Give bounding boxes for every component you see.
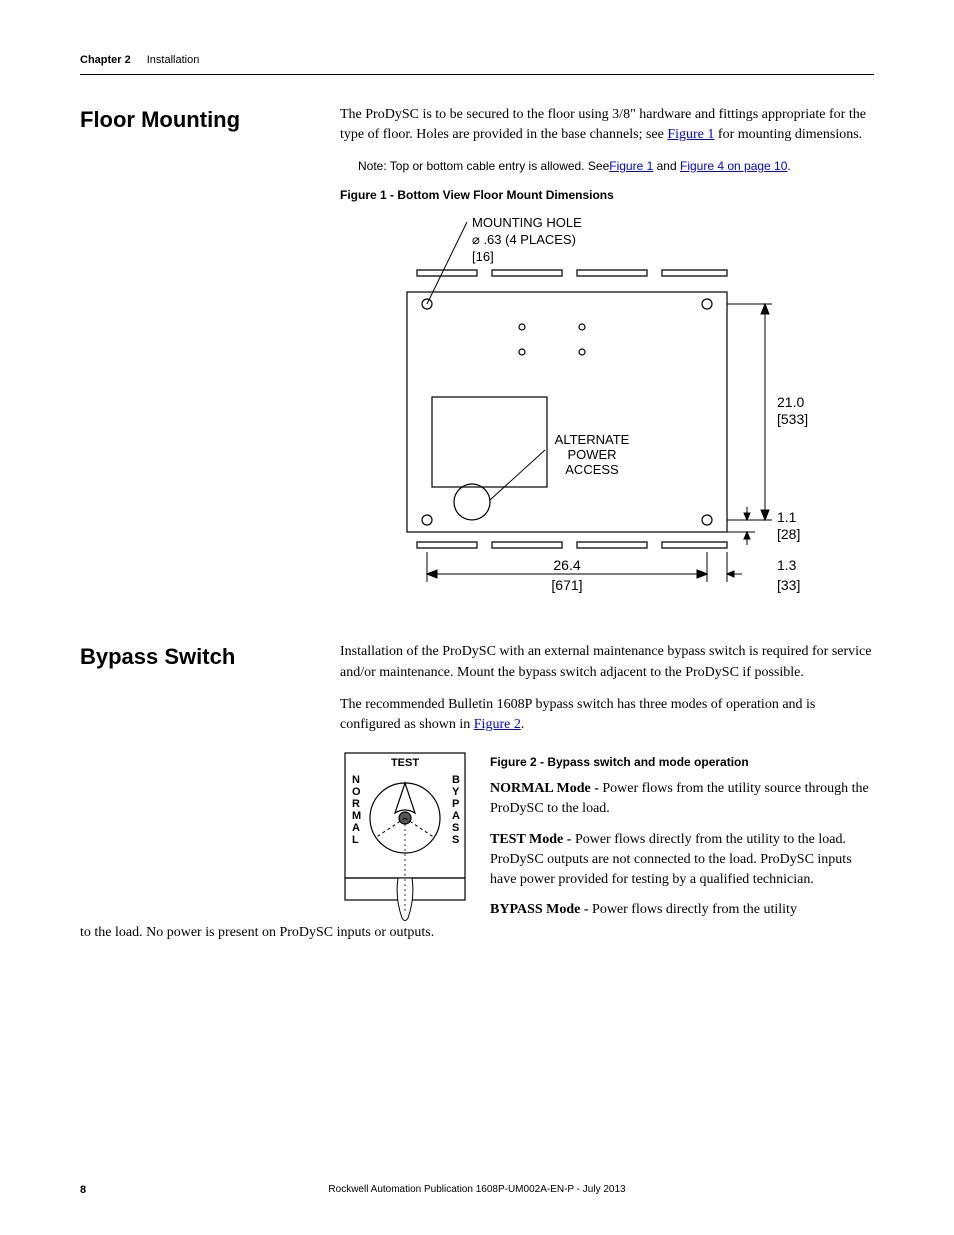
note-pre: Note: Top or bottom cable entry is allow… — [358, 159, 609, 173]
figure2-caption: Figure 2 - Bypass switch and mode operat… — [490, 754, 874, 771]
svg-text:O: O — [352, 786, 361, 798]
page-number: 8 — [80, 1184, 86, 1196]
svg-text:L: L — [352, 834, 359, 846]
svg-text:N: N — [352, 774, 360, 786]
chapter-label: Chapter 2 — [80, 54, 131, 66]
label-16mm: [16] — [472, 249, 494, 264]
figure1-caption: Figure 1 - Bottom View Floor Mount Dimen… — [340, 187, 874, 204]
page-footer: 8 Rockwell Automation Publication 1608P-… — [80, 1184, 874, 1195]
mode-bypass-b: to the load. No power is present on ProD… — [80, 923, 874, 943]
figure2-row: TEST N O R M A L B Y P A S S — [340, 748, 874, 923]
dim-13-mm: [33] — [777, 577, 800, 593]
heading-bypass-switch: Bypass Switch — [80, 642, 340, 952]
dim-height: 21.0 — [777, 394, 804, 410]
svg-text:S: S — [452, 822, 459, 834]
mode-bypass-a: BYPASS Mode - Power flows directly from … — [490, 900, 874, 920]
mode-test: TEST Mode - Power flows directly from th… — [490, 830, 874, 891]
switch-label-test: TEST — [391, 757, 419, 769]
svg-text:P: P — [452, 798, 459, 810]
para-floor-mounting: The ProDySC is to be secured to the floo… — [340, 105, 874, 146]
svg-text:R: R — [352, 798, 360, 810]
label-alternate1: ALTERNATE — [555, 432, 630, 447]
dim-13: 1.3 — [777, 557, 797, 573]
body-floor-mounting: The ProDySC is to be secured to the floo… — [340, 105, 874, 602]
svg-text:A: A — [452, 810, 460, 822]
body-bypass-switch: Installation of the ProDySC with an exte… — [340, 642, 874, 952]
svg-text:B: B — [452, 774, 460, 786]
publication-info: Rockwell Automation Publication 1608P-UM… — [328, 1184, 625, 1195]
dim-width-mm: [671] — [551, 577, 582, 593]
figure1-diagram: MOUNTING HOLE ⌀ .63 (4 PLACES) [16] — [377, 212, 837, 602]
link-figure2[interactable]: Figure 2 — [474, 717, 521, 732]
para2-pre: The recommended Bulletin 1608P bypass sw… — [340, 697, 815, 732]
label-alternate2: POWER — [567, 447, 616, 462]
dim-11: 1.1 — [777, 509, 797, 525]
link-figure1[interactable]: Figure 1 — [667, 127, 714, 142]
svg-text:A: A — [352, 822, 360, 834]
label-alternate3: ACCESS — [565, 462, 619, 477]
dim-11-mm: [28] — [777, 526, 800, 542]
mode-normal: NORMAL Mode - Power flows from the utili… — [490, 779, 874, 820]
note-post: . — [787, 159, 790, 173]
section-bypass-switch: Bypass Switch Installation of the ProDyS… — [80, 642, 874, 952]
link-figure4[interactable]: Figure 4 on page 10 — [680, 159, 787, 173]
chapter-title: Installation — [147, 54, 200, 66]
link-figure1-note[interactable]: Figure 1 — [609, 159, 653, 173]
para-post: for mounting dimensions. — [714, 127, 862, 142]
mode-normal-label: NORMAL Mode - — [490, 781, 602, 796]
svg-text:S: S — [452, 834, 459, 846]
dim-height-mm: [533] — [777, 411, 808, 427]
label-mounting-hole: MOUNTING HOLE — [472, 215, 582, 230]
para-bypass-2: The recommended Bulletin 1608P bypass sw… — [340, 695, 874, 736]
mode-test-label: TEST Mode - — [490, 832, 575, 847]
page-header: Chapter 2 Installation — [80, 50, 874, 75]
figure2-text-col: Figure 2 - Bypass switch and mode operat… — [490, 748, 874, 923]
label-diameter: ⌀ .63 (4 PLACES) — [472, 232, 576, 247]
document-page: Chapter 2 Installation Floor Mounting Th… — [0, 0, 954, 1235]
mode-bypass-text-a: Power flows directly from the utility — [592, 902, 797, 917]
dim-width: 26.4 — [553, 557, 580, 573]
para-bypass-1: Installation of the ProDySC with an exte… — [340, 642, 874, 683]
figure2-switch-diagram: TEST N O R M A L B Y P A S S — [340, 748, 470, 923]
section-floor-mounting: Floor Mounting The ProDySC is to be secu… — [80, 105, 874, 602]
mode-bypass-label: BYPASS Mode - — [490, 902, 592, 917]
svg-text:M: M — [352, 810, 361, 822]
heading-floor-mounting: Floor Mounting — [80, 105, 340, 602]
svg-text:Y: Y — [452, 786, 460, 798]
note-cable-entry: Note: Top or bottom cable entry is allow… — [358, 158, 874, 175]
note-mid: and — [653, 159, 680, 173]
para2-post: . — [521, 717, 525, 732]
